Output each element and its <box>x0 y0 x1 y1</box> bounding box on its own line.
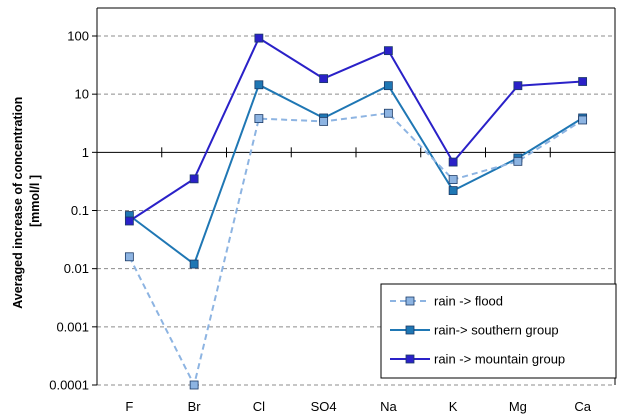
data-point-marker <box>189 380 199 390</box>
x-tick-label: Cl <box>253 399 265 414</box>
series-layer <box>124 33 588 390</box>
x-tick-label: K <box>449 399 458 414</box>
y-axis-title-line-1: Averaged increase of concentration <box>11 97 25 309</box>
y-tick-label: 0.001 <box>56 319 89 334</box>
series-line <box>128 83 584 266</box>
x-tick-label: F <box>125 399 133 414</box>
data-point-marker <box>448 186 458 195</box>
x-tick-label: SO4 <box>311 399 337 414</box>
legend-swatch-marker <box>405 296 415 306</box>
data-point-marker <box>124 216 134 226</box>
x-tick-label: Mg <box>509 399 527 414</box>
data-point-marker <box>578 77 588 86</box>
data-point-marker <box>383 81 393 91</box>
gridlines <box>97 35 615 386</box>
legend-label: rain -> mountain group <box>434 352 565 367</box>
y-tick-label: 1 <box>82 145 89 160</box>
data-point-marker <box>189 174 199 184</box>
legend-label: rain -> flood <box>434 294 503 309</box>
y-tick-labels: 0.0001 0.001 0.01 0.1 1 10 100 <box>49 29 97 393</box>
data-point-marker <box>448 175 458 184</box>
x-tick-label: Ca <box>574 399 591 414</box>
y-tick-label: 10 <box>75 87 89 102</box>
legend-swatch-marker <box>405 325 415 335</box>
data-point-marker <box>513 81 523 91</box>
series-line <box>128 112 584 386</box>
legend: rain -> flood rain-> southern group rain -… <box>380 283 617 379</box>
data-point-marker <box>254 114 264 124</box>
y-tick-label: 0.01 <box>64 261 89 276</box>
x-tick-label: Br <box>188 399 202 414</box>
data-point-marker <box>319 117 329 126</box>
data-point-marker <box>254 33 264 43</box>
x-tick-labels: F Br Cl SO4 Na K Mg Ca <box>125 399 591 414</box>
data-point-marker <box>189 259 199 269</box>
data-point-marker <box>124 252 134 262</box>
data-point-marker <box>254 80 264 90</box>
y-tick-label: 100 <box>67 29 89 44</box>
legend-swatch-marker <box>405 354 415 364</box>
legend-label: rain-> southern group <box>434 323 559 338</box>
data-point-marker <box>319 74 329 84</box>
data-point-marker <box>513 156 523 166</box>
data-point-marker <box>578 115 588 125</box>
series-line <box>128 37 583 222</box>
x-tick-label: Na <box>380 399 397 414</box>
y-tick-label: 0.1 <box>71 203 89 218</box>
data-point-marker <box>448 157 458 167</box>
data-point-marker <box>383 108 393 118</box>
y-axis-title: Averaged increase of concentration [mmol… <box>11 93 42 309</box>
y-axis-title-line-2: [mmol/l ] <box>28 175 42 227</box>
data-point-marker <box>383 46 393 56</box>
y-tick-label: 0.0001 <box>49 378 89 393</box>
